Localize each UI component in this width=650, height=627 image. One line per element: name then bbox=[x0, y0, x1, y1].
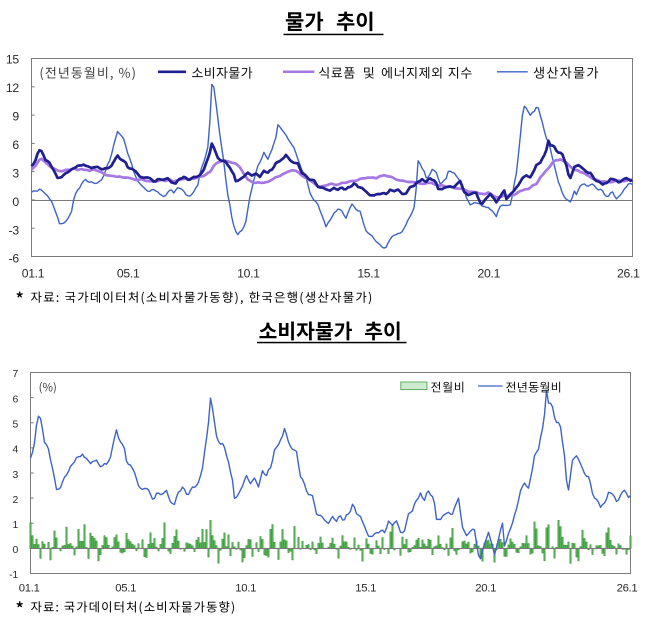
svg-text:3: 3 bbox=[12, 166, 19, 180]
svg-text:20.1: 20.1 bbox=[475, 582, 496, 594]
svg-text:-6: -6 bbox=[9, 252, 20, 266]
svg-text:15.1: 15.1 bbox=[357, 267, 380, 281]
svg-text:5: 5 bbox=[12, 420, 18, 431]
svg-text:1: 1 bbox=[12, 520, 18, 531]
svg-text:-1: -1 bbox=[9, 570, 18, 581]
svg-text:3: 3 bbox=[12, 470, 18, 481]
svg-text:6: 6 bbox=[12, 394, 18, 405]
svg-text:-3: -3 bbox=[9, 223, 20, 237]
svg-text:9: 9 bbox=[12, 110, 19, 124]
svg-text:10.1: 10.1 bbox=[237, 267, 260, 281]
svg-text:6: 6 bbox=[12, 138, 19, 152]
svg-text:01.1: 01.1 bbox=[19, 582, 40, 594]
svg-text:0: 0 bbox=[12, 195, 19, 209]
svg-text:01.1: 01.1 bbox=[22, 267, 45, 281]
svg-text:26.1: 26.1 bbox=[617, 267, 640, 281]
svg-text:26.1: 26.1 bbox=[617, 582, 638, 594]
svg-text:05.1: 05.1 bbox=[117, 267, 140, 281]
svg-text:2: 2 bbox=[12, 495, 18, 506]
svg-text:10.1: 10.1 bbox=[235, 582, 256, 594]
svg-text:7: 7 bbox=[12, 369, 18, 380]
svg-text:15.1: 15.1 bbox=[355, 582, 376, 594]
svg-text:4: 4 bbox=[12, 445, 18, 456]
svg-text:20.1: 20.1 bbox=[478, 267, 501, 281]
svg-text:15: 15 bbox=[6, 53, 20, 67]
svg-text:0: 0 bbox=[12, 545, 18, 556]
svg-text:12: 12 bbox=[6, 81, 20, 95]
svg-text:05.1: 05.1 bbox=[115, 582, 136, 594]
